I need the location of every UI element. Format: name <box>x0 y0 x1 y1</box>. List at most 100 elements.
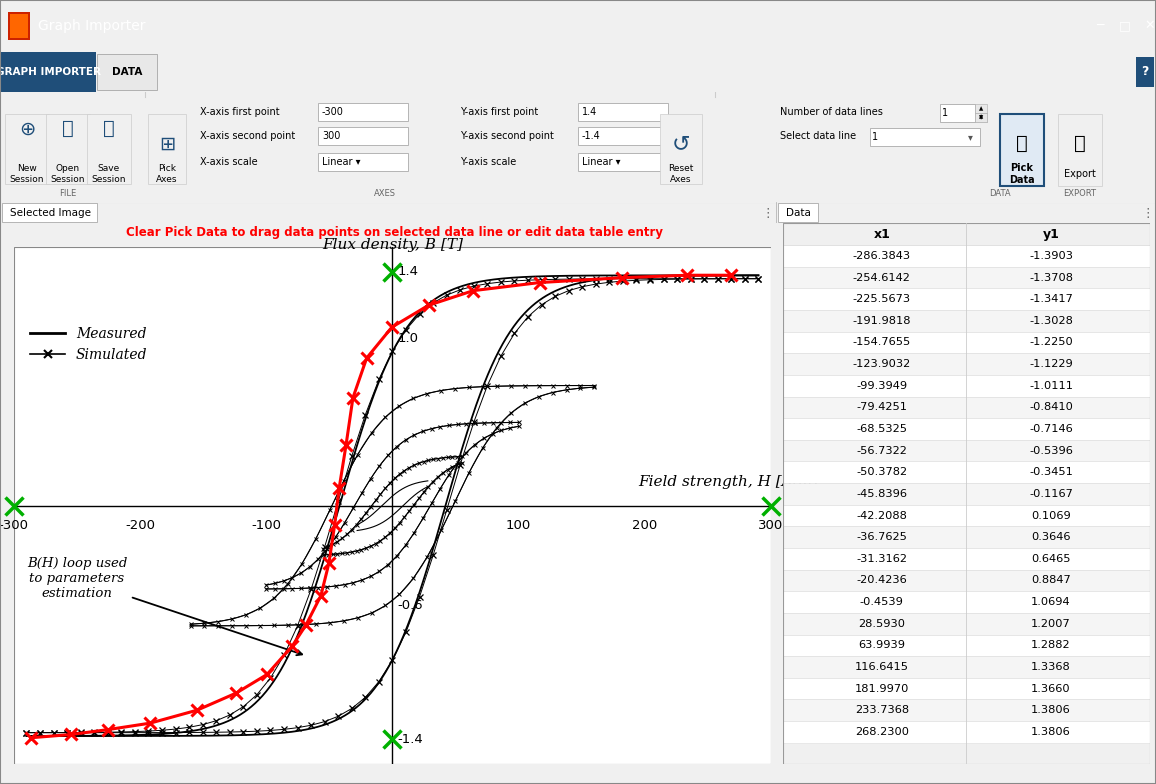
Bar <box>783 310 1150 332</box>
Text: Select data line: Select data line <box>780 131 857 141</box>
Text: -1.3903: -1.3903 <box>1029 251 1073 261</box>
Text: 116.6415: 116.6415 <box>855 662 909 672</box>
Text: -200: -200 <box>125 519 155 532</box>
Text: X-axis second point: X-axis second point <box>200 131 295 141</box>
Text: -31.3162: -31.3162 <box>857 554 907 564</box>
Text: ▲: ▲ <box>979 114 983 119</box>
Text: 300: 300 <box>758 519 784 532</box>
Text: 1.0: 1.0 <box>398 332 418 345</box>
Text: Number of data lines: Number of data lines <box>780 107 883 117</box>
Text: -300: -300 <box>323 107 343 117</box>
Text: -0.1167: -0.1167 <box>1029 489 1073 499</box>
Text: 1.4: 1.4 <box>581 107 598 117</box>
Text: B(H) loop used
to parameters
estimation: B(H) loop used to parameters estimation <box>27 557 302 655</box>
Text: -0.4539: -0.4539 <box>860 597 904 607</box>
Text: EXPORT: EXPORT <box>1064 189 1097 198</box>
Text: Selected Image: Selected Image <box>9 209 90 219</box>
Text: -99.3949: -99.3949 <box>857 381 907 390</box>
Text: 181.9970: 181.9970 <box>854 684 909 694</box>
Text: -254.6142: -254.6142 <box>853 273 911 282</box>
Text: ⋮: ⋮ <box>762 207 775 220</box>
Text: 🖱: 🖱 <box>1016 134 1028 154</box>
Text: -56.7322: -56.7322 <box>857 445 907 456</box>
Text: -0.3451: -0.3451 <box>1029 467 1073 477</box>
Bar <box>1058 114 1102 186</box>
Bar <box>578 153 668 171</box>
Text: DATA: DATA <box>990 189 1010 198</box>
Text: -20.4236: -20.4236 <box>857 575 907 586</box>
Bar <box>783 354 1150 375</box>
Text: ▼: ▼ <box>979 115 983 120</box>
Bar <box>975 113 987 122</box>
Text: -0.8410: -0.8410 <box>1029 402 1073 412</box>
Text: Linear ▾: Linear ▾ <box>323 157 361 167</box>
Text: -42.2088: -42.2088 <box>857 510 907 521</box>
Text: -286.3843: -286.3843 <box>853 251 911 261</box>
Text: Flux density, B [T]: Flux density, B [T] <box>323 238 462 252</box>
Text: GRAPH IMPORTER: GRAPH IMPORTER <box>0 67 101 77</box>
Bar <box>783 526 1150 548</box>
Bar <box>783 656 1150 678</box>
Bar <box>783 332 1150 354</box>
Text: -1.3028: -1.3028 <box>1029 316 1073 326</box>
Text: 1.3660: 1.3660 <box>1031 684 1070 694</box>
Bar <box>783 267 1150 289</box>
Bar <box>783 483 1150 505</box>
Text: Pick
Data: Pick Data <box>1009 163 1035 184</box>
Text: -1.3417: -1.3417 <box>1029 294 1073 304</box>
Text: Y-axis scale: Y-axis scale <box>460 157 517 167</box>
Bar <box>97 54 157 89</box>
Bar <box>5 114 49 183</box>
Bar <box>87 114 131 183</box>
Text: 200: 200 <box>632 519 658 532</box>
Text: 233.7368: 233.7368 <box>854 706 909 715</box>
Text: DATA: DATA <box>112 67 142 77</box>
Text: Y-axis second point: Y-axis second point <box>460 131 554 141</box>
Text: 1.0694: 1.0694 <box>1031 597 1070 607</box>
Bar <box>783 505 1150 526</box>
Bar <box>783 591 1150 613</box>
Legend: Measured, Simulated: Measured, Simulated <box>24 321 153 367</box>
Text: -1.0111: -1.0111 <box>1029 381 1073 390</box>
Text: ─: ─ <box>1096 20 1104 32</box>
Text: -68.5325: -68.5325 <box>857 424 907 434</box>
Bar <box>578 103 668 121</box>
Text: Clear Pick Data to drag data points on selected data line or edit data table ent: Clear Pick Data to drag data points on s… <box>126 227 662 239</box>
Text: -79.4251: -79.4251 <box>857 402 907 412</box>
Bar <box>783 634 1150 656</box>
Text: ✕: ✕ <box>1144 20 1155 32</box>
Text: 0.6465: 0.6465 <box>1031 554 1070 564</box>
Bar <box>783 418 1150 440</box>
Bar <box>318 127 408 145</box>
Text: Open
Session: Open Session <box>51 164 86 183</box>
Text: Y-axis first point: Y-axis first point <box>460 107 539 117</box>
Text: 1.2007: 1.2007 <box>1031 619 1070 629</box>
Text: 0.8847: 0.8847 <box>1031 575 1070 586</box>
Text: ▲: ▲ <box>979 107 983 111</box>
Text: ⊞: ⊞ <box>158 134 176 154</box>
Text: 28.5930: 28.5930 <box>859 619 905 629</box>
Bar <box>1000 114 1044 186</box>
Bar <box>783 397 1150 418</box>
Text: -225.5673: -225.5673 <box>853 294 911 304</box>
Bar <box>14 247 771 764</box>
Text: -0.5396: -0.5396 <box>1029 445 1073 456</box>
Text: New
Session: New Session <box>9 164 44 183</box>
Text: 1: 1 <box>872 132 879 142</box>
Text: Field strength, H [A/m]: Field strength, H [A/m] <box>638 475 818 489</box>
Text: 1.4: 1.4 <box>398 266 418 278</box>
Text: -191.9818: -191.9818 <box>853 316 911 326</box>
Bar <box>0 52 96 92</box>
Text: -1.2250: -1.2250 <box>1029 337 1073 347</box>
Text: -0.7146: -0.7146 <box>1029 424 1073 434</box>
Bar <box>46 114 90 183</box>
Text: 📤: 📤 <box>1074 134 1085 154</box>
Bar <box>870 128 980 146</box>
Bar <box>940 103 975 122</box>
Text: ⋮: ⋮ <box>1142 207 1154 220</box>
Text: 268.2300: 268.2300 <box>855 727 909 737</box>
Text: Reset
Axes: Reset Axes <box>668 164 694 183</box>
Text: Linear ▾: Linear ▾ <box>581 157 621 167</box>
Text: Data: Data <box>786 209 810 219</box>
Text: 1.3806: 1.3806 <box>1031 727 1070 737</box>
